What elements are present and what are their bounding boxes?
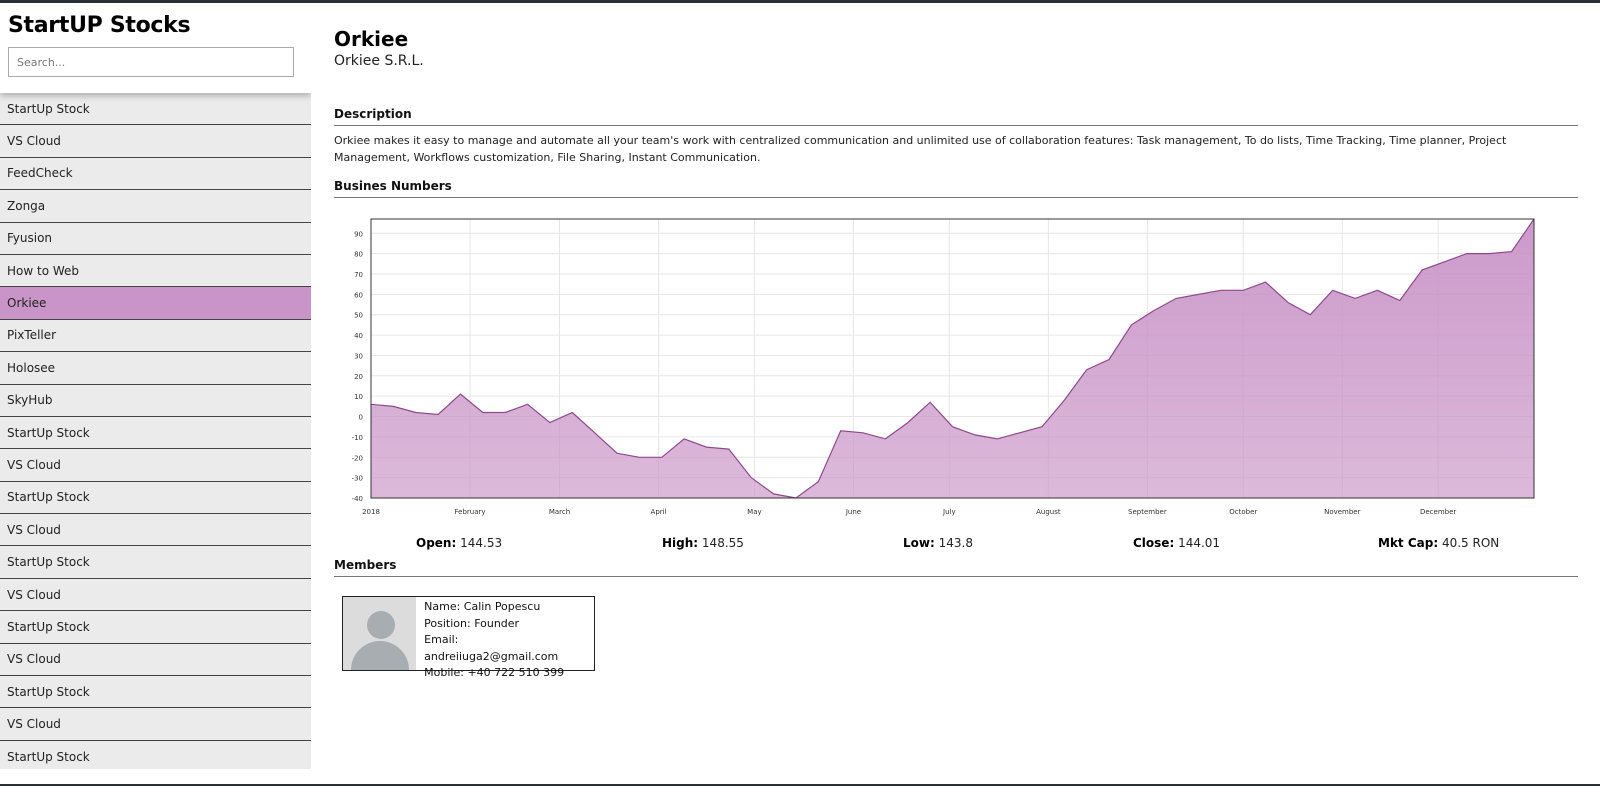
y-tick-label: 70 <box>354 271 363 279</box>
stat-mktcap-label: Mkt Cap: <box>1378 536 1439 550</box>
plot-frame <box>370 218 1535 499</box>
x-tick-label: September <box>1128 508 1167 516</box>
y-tick-label: 0 <box>359 414 363 422</box>
stat-close: Close: 144.01 <box>1133 536 1220 550</box>
x-tick-label: August <box>1036 508 1061 516</box>
stat-open-value: 144.53 <box>460 536 503 550</box>
sidebar-item[interactable]: VS Cloud <box>0 643 311 677</box>
avatar <box>343 597 417 670</box>
company-legal-name: Orkiee S.R.L. <box>334 53 424 69</box>
stat-low-label: Low: <box>903 536 935 550</box>
app-title: StartUP Stocks <box>8 13 191 38</box>
main-content: Orkiee Orkiee S.R.L. Description Orkiee … <box>334 3 1578 679</box>
sidebar-item[interactable]: PixTeller <box>0 319 311 353</box>
stock-chart: -40 -30 -20 -10 0 10 20 30 40 50 60 70 80 90 2018 Febru… <box>334 198 1578 528</box>
avatar-head-shape <box>367 611 395 639</box>
sidebar-item[interactable]: StartUp Stock <box>0 481 311 515</box>
stock-chart-svg: -40 -30 -20 -10 0 10 20 30 40 50 60 70 80 90 2018 Febru… <box>352 218 1535 516</box>
sidebar-item[interactable]: StartUp Stock <box>0 546 311 579</box>
y-tick-label: 50 <box>354 312 363 320</box>
x-tick-label: April <box>651 508 667 516</box>
stat-low: Low: 143.8 <box>903 536 973 550</box>
stat-open-label: Open: <box>416 536 457 550</box>
sidebar-item[interactable]: FeedCheck <box>0 157 311 191</box>
y-tick-label: 80 <box>354 251 363 259</box>
sidebar-item[interactable]: StartUp Stock <box>0 740 311 769</box>
stat-open: Open: 144.53 <box>416 536 502 550</box>
startup-list: StartUp Stock VS Cloud FeedCheck Zonga Fyusi… <box>0 93 311 769</box>
sidebar-item[interactable]: Orkiee <box>0 287 311 320</box>
stat-close-value: 144.01 <box>1178 536 1221 550</box>
stat-high-value: 148.55 <box>701 536 744 550</box>
x-tick-label: March <box>549 508 570 516</box>
sidebar-item[interactable]: VS Cloud <box>0 708 311 741</box>
series-area <box>371 219 1534 498</box>
x-tick-label: February <box>455 508 486 516</box>
stat-high: High: 148.55 <box>662 536 744 550</box>
sidebar-item[interactable]: StartUp Stock <box>0 676 311 709</box>
sidebar-item[interactable]: StartUp Stock <box>0 416 311 450</box>
x-tick-label: October <box>1229 508 1257 516</box>
members-heading: Members <box>334 558 1578 577</box>
y-tick-label: -30 <box>352 475 363 483</box>
y-tick-label: 30 <box>354 352 363 360</box>
x-tick-label: July <box>942 508 956 516</box>
member-mobile: Mobile: +40 722 510 399 <box>424 666 565 679</box>
company-name: Orkiee <box>334 27 409 51</box>
stat-close-label: Close: <box>1133 536 1175 550</box>
window-top-border <box>0 0 1600 3</box>
sidebar-item[interactable]: VS Cloud <box>0 125 311 158</box>
member-name: Name: Calin Popescu <box>424 600 541 613</box>
sidebar-item[interactable]: How to Web <box>0 254 311 288</box>
stat-mktcap-value: 40.5 RON <box>1441 536 1500 550</box>
y-tick-label: 10 <box>354 393 363 401</box>
sidebar-item[interactable]: VS Cloud <box>0 514 311 547</box>
business-numbers-heading: Busines Numbers <box>334 179 1578 198</box>
stat-mktcap: Mkt Cap: 40.5 RON <box>1378 536 1499 550</box>
stock-stats: Open: 144.53 High: 148.55 Low: 143.8 Clo… <box>334 528 1578 558</box>
y-tick-label: 40 <box>354 332 363 340</box>
member-card: Name: Calin Popescu Position: Founder Em… <box>342 596 595 679</box>
x-tick-label: June <box>845 508 861 516</box>
sidebar-item[interactable]: SkyHub <box>0 384 311 417</box>
description-heading: Description <box>334 107 1578 126</box>
description-text: Orkiee makes it easy to manage and autom… <box>334 134 1507 164</box>
series-line <box>370 218 1535 499</box>
sidebar-item[interactable]: Zonga <box>0 190 311 223</box>
x-tick-label: May <box>747 508 761 516</box>
y-tick-label: 20 <box>354 373 363 381</box>
member-email: Email: andreiiuga2@gmail.com <box>424 633 559 663</box>
y-tick-label: -10 <box>352 434 363 442</box>
member-info: Name: Calin Popescu Position: Founder Em… <box>416 597 594 679</box>
sidebar-item[interactable]: Fyusion <box>0 222 311 255</box>
y-tick-label: -40 <box>352 495 363 503</box>
sidebar-item[interactable]: VS Cloud <box>0 578 311 612</box>
avatar-body-shape <box>351 641 409 670</box>
member-position: Position: Founder <box>424 616 520 630</box>
sidebar-item[interactable]: Holosee <box>0 352 311 385</box>
stat-high-label: High: <box>662 536 699 550</box>
search-input[interactable] <box>8 47 294 77</box>
stat-low-value: 143.8 <box>938 536 973 550</box>
sidebar-header: StartUP Stocks <box>0 3 311 93</box>
y-tick-label: 90 <box>354 230 363 238</box>
y-tick-label: 60 <box>354 291 363 299</box>
sidebar-item[interactable]: StartUp Stock <box>0 611 311 644</box>
x-tick-label: November <box>1324 508 1361 516</box>
sidebar-item[interactable]: StartUp Stock <box>0 93 311 126</box>
sidebar-item[interactable]: VS Cloud <box>0 449 311 482</box>
y-tick-label: -20 <box>352 454 363 462</box>
x-tick-label: 2018 <box>362 508 380 516</box>
window-bottom-border <box>0 784 1600 786</box>
x-tick-label: December <box>1420 508 1456 516</box>
